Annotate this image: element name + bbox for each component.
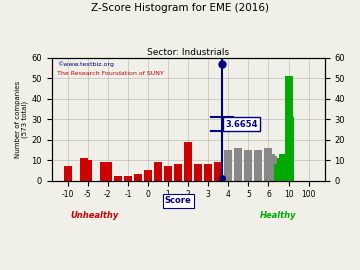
Bar <box>285 170 293 181</box>
Bar <box>154 162 162 181</box>
Text: Unhealthy: Unhealthy <box>70 211 119 220</box>
Bar <box>164 166 172 181</box>
Bar <box>285 117 294 181</box>
Bar <box>84 160 92 181</box>
Bar <box>255 150 262 181</box>
Bar <box>194 164 202 181</box>
Bar <box>272 160 280 181</box>
Bar <box>234 148 242 181</box>
Bar <box>286 129 294 181</box>
Bar <box>134 174 142 181</box>
Text: Healthy: Healthy <box>260 211 297 220</box>
Bar <box>114 176 122 181</box>
Bar <box>104 162 112 181</box>
Text: Score: Score <box>165 197 192 205</box>
Bar <box>277 158 285 181</box>
Text: The Research Foundation of SUNY: The Research Foundation of SUNY <box>57 71 164 76</box>
Bar <box>267 154 275 181</box>
Bar <box>100 162 108 181</box>
Bar <box>285 164 293 181</box>
Bar <box>285 168 293 181</box>
Text: 3.6654: 3.6654 <box>225 120 258 129</box>
Text: ©www.textbiz.org: ©www.textbiz.org <box>57 62 114 67</box>
Bar <box>282 160 290 181</box>
Bar <box>269 156 278 181</box>
Title: Sector: Industrials: Sector: Industrials <box>147 48 229 57</box>
Bar <box>285 166 293 181</box>
Bar <box>285 76 293 181</box>
Bar <box>265 148 273 181</box>
Bar <box>285 170 293 181</box>
Bar <box>284 162 293 181</box>
Bar <box>224 150 232 181</box>
Text: Z-Score Histogram for EME (2016): Z-Score Histogram for EME (2016) <box>91 3 269 13</box>
Bar <box>64 166 72 181</box>
Bar <box>274 164 283 181</box>
Bar <box>214 162 222 181</box>
Bar <box>64 170 72 181</box>
Bar <box>204 164 212 181</box>
Bar <box>144 170 152 181</box>
Bar <box>184 142 192 181</box>
Y-axis label: Number of companies
(573 total): Number of companies (573 total) <box>15 81 28 158</box>
Bar <box>82 166 90 181</box>
Bar <box>286 176 294 181</box>
Bar <box>279 154 288 181</box>
Bar <box>124 176 132 181</box>
Bar <box>174 164 182 181</box>
Bar <box>244 150 252 181</box>
Bar <box>64 170 72 181</box>
Bar <box>285 168 293 181</box>
Bar <box>80 158 88 181</box>
